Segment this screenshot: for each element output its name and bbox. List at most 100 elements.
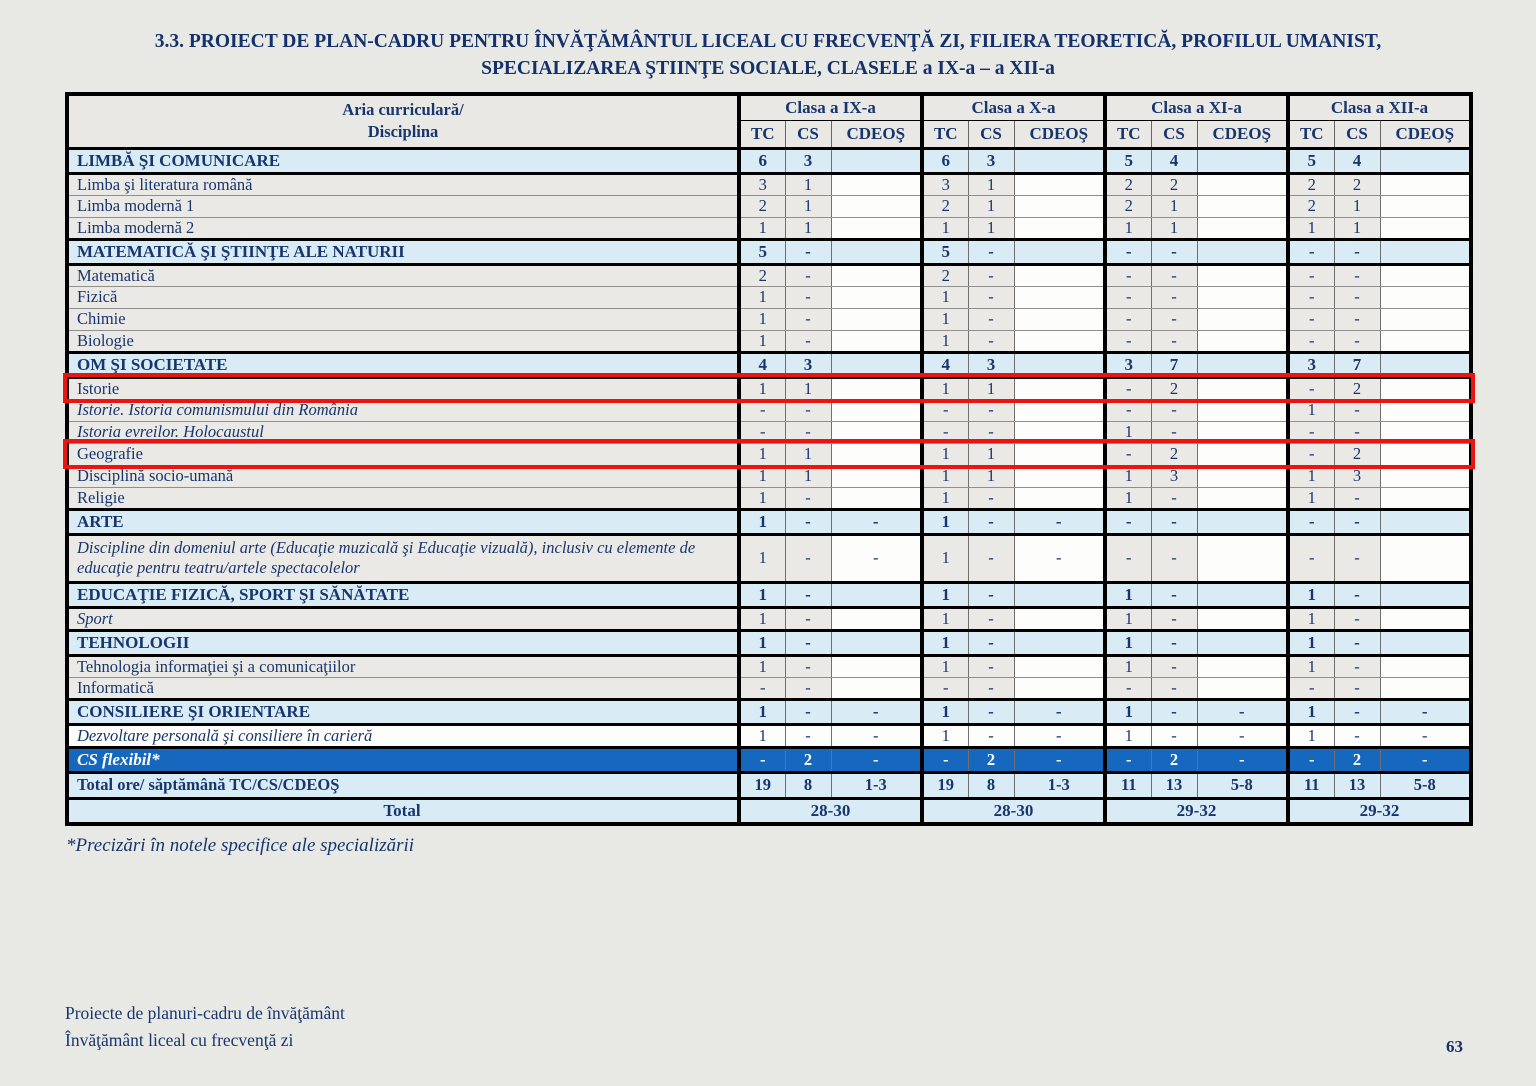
hours-cell: -: [785, 580, 832, 609]
hours-cell: -: [1334, 398, 1381, 422]
hours-cell: -: [1334, 580, 1381, 609]
hours-cell: [1197, 263, 1290, 287]
hours-cell: 1: [1105, 723, 1152, 748]
hours-cell: [831, 420, 924, 444]
hours-cell: [1014, 486, 1107, 510]
hours-cell: 2: [785, 745, 832, 774]
hours-cell: 1: [922, 580, 969, 609]
table-row: Dezvoltare personală şi consiliere în ca…: [67, 723, 1474, 748]
table-row: LIMBĂ ŞI COMUNICARE 6 3 6 3 5 4 5 4: [67, 146, 1474, 175]
hours-cell: -: [1105, 237, 1152, 266]
row-label: CONSILIERE ŞI ORIENTARE: [67, 697, 741, 726]
page-number: 63: [1446, 1037, 1463, 1056]
hours-cell: 1: [785, 464, 832, 488]
hours-cell: 1: [922, 216, 969, 240]
row-label: Disciplină socio-umană: [67, 464, 741, 488]
hours-cell: [831, 442, 924, 466]
hours-cell: -: [1334, 285, 1381, 309]
hours-cell: [1197, 285, 1290, 309]
hours-cell: -: [831, 745, 924, 774]
hours-cell: -: [1151, 580, 1198, 609]
hours-cell: [831, 376, 924, 400]
hours-cell: -: [1105, 398, 1152, 422]
hours-cell: 1: [922, 464, 969, 488]
total-range-cell: 28-30: [739, 796, 924, 825]
hours-cell: -: [1288, 533, 1335, 583]
hours-cell: [1380, 507, 1474, 536]
hours-cell: [1014, 216, 1107, 240]
hours-cell: [1014, 398, 1107, 422]
hours-cell: 1: [922, 533, 969, 583]
hours-cell: -: [968, 507, 1015, 536]
row-label: EDUCAŢIE FIZICĂ, SPORT ŞI SĂNĂTATE: [67, 580, 741, 609]
hours-cell: 2: [922, 263, 969, 287]
hours-cell: -: [968, 697, 1015, 726]
hours-cell: -: [968, 285, 1015, 309]
hours-cell: 1: [968, 194, 1015, 218]
hours-cell: -: [785, 398, 832, 422]
hours-cell: [1380, 285, 1474, 309]
hours-cell: -: [1151, 723, 1198, 748]
hours-cell: [1014, 263, 1107, 287]
hours-cell: 1: [1151, 194, 1198, 218]
table-row: Geografie 1 1 1 1-2-2: [62, 439, 1476, 470]
table-row: Tehnologia informaţiei şi a comunicaţiil…: [67, 654, 1474, 678]
hours-cell: 7: [1334, 350, 1381, 379]
hours-cell: 1: [922, 723, 969, 748]
hours-cell: 1: [1288, 464, 1335, 488]
hours-cell: [1014, 285, 1107, 309]
hours-cell: [831, 464, 924, 488]
hours-cell: -: [1288, 676, 1335, 700]
row-label: OM ŞI SOCIETATE: [67, 350, 741, 379]
hours-cell: -: [1288, 237, 1335, 266]
hours-cell: -: [1151, 420, 1198, 444]
hours-cell: 1: [1105, 580, 1152, 609]
row-label: TEHNOLOGII: [67, 628, 741, 657]
hours-cell: -: [831, 723, 924, 748]
hours-cell: -: [1151, 263, 1198, 287]
hours-cell: 3: [1151, 464, 1198, 488]
hours-cell: -: [739, 420, 786, 444]
hours-cell: [1014, 329, 1107, 353]
hours-cell: -: [739, 398, 786, 422]
hours-cell: -: [785, 420, 832, 444]
hours-cell: -: [831, 697, 924, 726]
table-row: Fizică 1-1- - - - -: [67, 285, 1474, 309]
subcolumn-header-tc: TC: [739, 120, 786, 149]
hours-cell: 1: [1288, 606, 1335, 631]
hours-cell: 7: [1151, 350, 1198, 379]
hours-cell: 1: [922, 442, 969, 466]
hours-cell: -: [1105, 285, 1152, 309]
hours-cell: [1380, 237, 1474, 266]
hours-cell: [1380, 654, 1474, 678]
hours-cell: -: [785, 533, 832, 583]
hours-cell: 1: [785, 216, 832, 240]
hours-cell: [1197, 350, 1290, 379]
table-row: Sport 1-1-1-1-: [67, 606, 1474, 631]
hours-cell: -: [785, 676, 832, 700]
hours-cell: [1197, 194, 1290, 218]
hours-cell: 1: [922, 606, 969, 631]
hours-cell: [831, 350, 924, 379]
hours-cell: 2: [922, 194, 969, 218]
hours-cell: 1: [922, 654, 969, 678]
hours-cell: 1: [1288, 697, 1335, 726]
hours-cell: [831, 628, 924, 657]
hours-cell: -: [968, 263, 1015, 287]
hours-cell: -: [1014, 533, 1107, 583]
row-label: Fizică: [67, 285, 741, 309]
hours-cell: [831, 237, 924, 266]
total-range-cell: 28-30: [922, 796, 1107, 825]
hours-cell: -: [1014, 723, 1107, 748]
hours-cell: 1: [968, 216, 1015, 240]
hours-cell: [831, 606, 924, 631]
hours-cell: [1380, 628, 1474, 657]
hours-cell: [1014, 376, 1107, 400]
row-label: Biologie: [67, 329, 741, 353]
hours-cell: 1: [922, 628, 969, 657]
hours-cell: 1: [739, 533, 786, 583]
hours-cell: [831, 654, 924, 678]
table-header-row-groups: Aria curriculară/ Disciplina Clasa a IX-…: [67, 93, 1474, 149]
hours-cell: [1380, 376, 1474, 400]
